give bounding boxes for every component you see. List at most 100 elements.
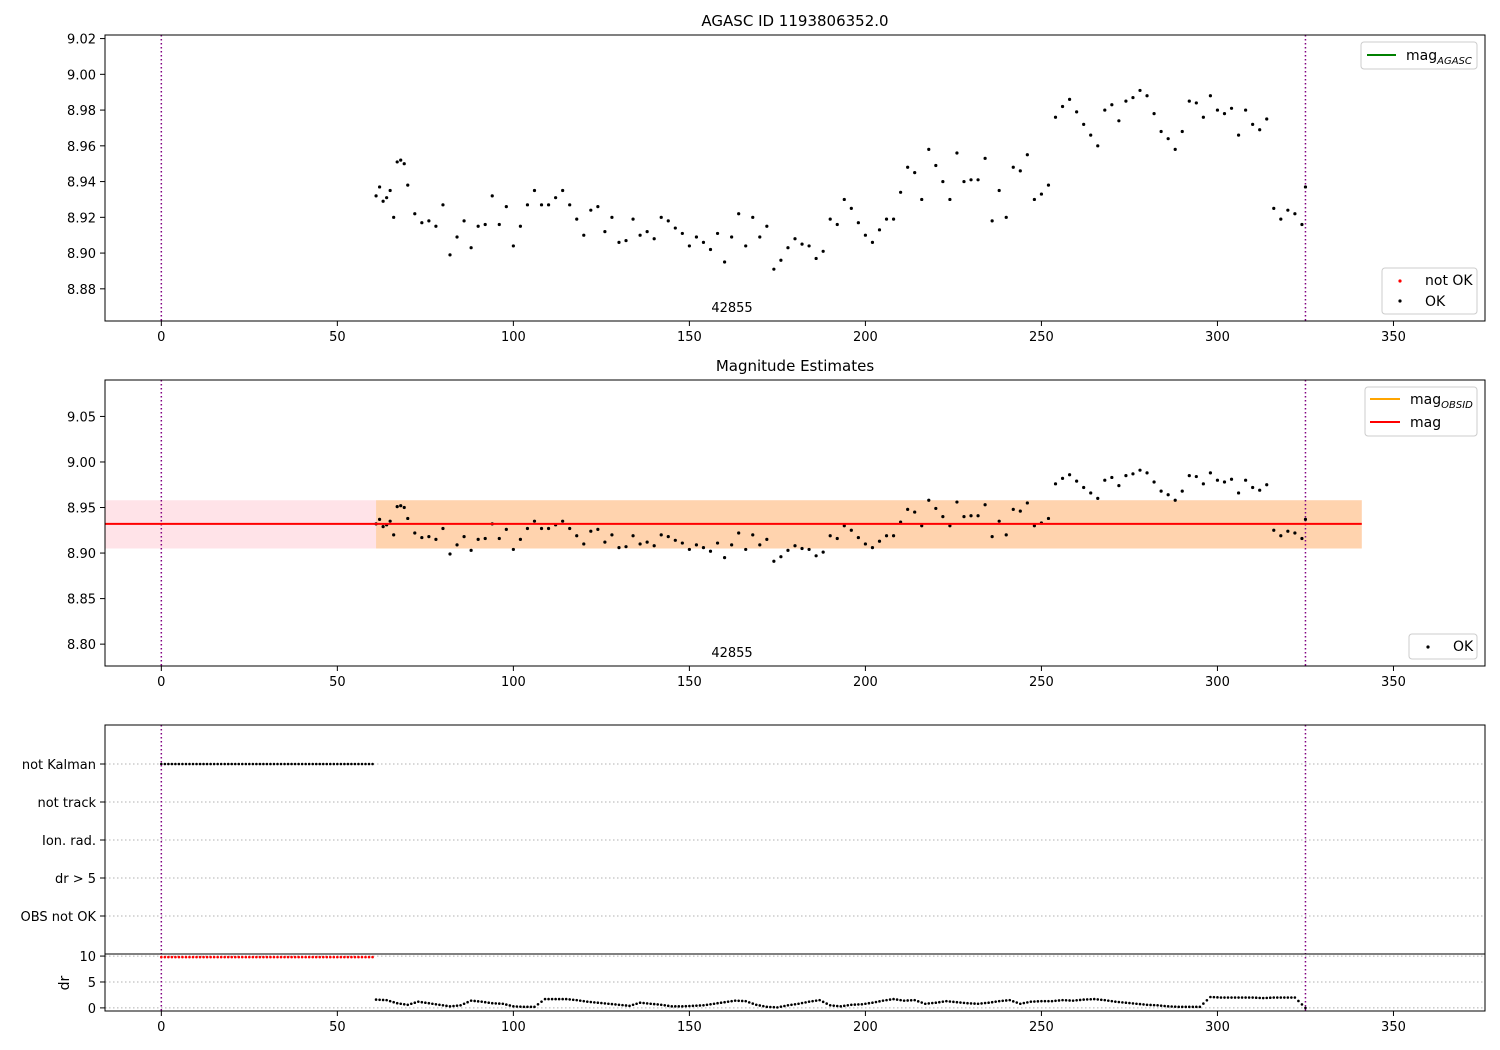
panel2-ok-point bbox=[1159, 489, 1163, 493]
panel1-ok-point bbox=[962, 179, 966, 184]
panel2-ok-point bbox=[1124, 474, 1128, 478]
panel2-ok-point bbox=[1075, 479, 1079, 483]
dr-point bbox=[1131, 1002, 1135, 1005]
panel3-xtick-label: 200 bbox=[853, 1020, 878, 1035]
dr-point bbox=[779, 1005, 783, 1008]
panel1-ok-point bbox=[891, 217, 896, 221]
legend-mag-obsid-label: magOBSID bbox=[1410, 392, 1473, 411]
dr-point bbox=[1170, 1005, 1173, 1008]
dr-point bbox=[695, 1004, 698, 1007]
dr-point bbox=[441, 1004, 445, 1007]
flag-point bbox=[163, 762, 167, 766]
dr-point bbox=[1300, 1003, 1304, 1006]
panel2-ok-point bbox=[1117, 484, 1121, 488]
panel1-ok-point bbox=[680, 231, 684, 236]
dr-point bbox=[842, 1004, 846, 1008]
panel1-ok-point bbox=[1075, 110, 1079, 114]
dr-point bbox=[1268, 996, 1272, 999]
panel1-ok-point bbox=[1194, 101, 1198, 105]
panel2-ok-point bbox=[1194, 474, 1198, 479]
panel1-ok-point bbox=[737, 212, 741, 216]
panel2-ok-point bbox=[884, 534, 889, 538]
dr-point bbox=[1230, 996, 1233, 999]
panel2-xtick-label: 350 bbox=[1381, 675, 1406, 690]
flag-point bbox=[357, 762, 360, 766]
panel1-xtick-label: 0 bbox=[157, 330, 165, 345]
panel2-ok-point bbox=[1131, 472, 1135, 476]
panel2-ok-point bbox=[448, 552, 452, 556]
flag-point bbox=[290, 762, 293, 766]
panel1-ok-point bbox=[420, 221, 424, 225]
panel2-ok-point bbox=[497, 536, 501, 541]
dr-point bbox=[666, 1004, 670, 1008]
dr-point bbox=[1117, 1000, 1121, 1004]
panel1-ok-point bbox=[575, 217, 579, 221]
panel2-ok-point bbox=[666, 535, 670, 539]
dr-point bbox=[1279, 996, 1283, 999]
dr-point bbox=[533, 1005, 536, 1009]
panel2-ok-point bbox=[1293, 531, 1297, 535]
dr-high-point bbox=[262, 955, 265, 959]
panel1-ok-point bbox=[1201, 115, 1205, 119]
panel2-ok-point bbox=[1004, 533, 1008, 537]
dr-point bbox=[857, 1003, 860, 1006]
panel2-ok-point bbox=[1145, 471, 1149, 475]
dr-point bbox=[1064, 998, 1068, 1002]
panel1-ok-point bbox=[1117, 119, 1121, 123]
dr-high-point bbox=[314, 955, 318, 959]
panel2-ok-point bbox=[441, 526, 445, 531]
panel1-ok-point bbox=[687, 244, 691, 248]
dr-point bbox=[638, 1001, 642, 1005]
dr-high-point bbox=[202, 955, 205, 959]
panel1-ok-point bbox=[381, 199, 385, 203]
panel2-ok-point bbox=[863, 542, 868, 546]
panel1-ok-point bbox=[518, 224, 523, 228]
panel2-ok-point bbox=[413, 531, 417, 535]
panel1-ok-point bbox=[786, 246, 790, 250]
dr-point bbox=[374, 998, 378, 1001]
flag-point bbox=[226, 762, 230, 766]
dr-point bbox=[582, 999, 586, 1003]
panel1-ok-point bbox=[652, 237, 656, 241]
panel1-ok-point bbox=[1131, 95, 1135, 100]
panel2-ok-point bbox=[849, 528, 853, 532]
dr-point bbox=[427, 1001, 431, 1005]
dr-point bbox=[1047, 999, 1050, 1003]
dr-point bbox=[483, 1000, 487, 1004]
dr-point bbox=[952, 1000, 955, 1004]
dr-high-point bbox=[325, 955, 329, 959]
panel2-ok-point bbox=[455, 543, 459, 547]
dr-point bbox=[593, 1001, 596, 1004]
flag-point bbox=[311, 762, 315, 766]
dr-point bbox=[899, 998, 902, 1002]
panel2-ytick-label: 9.05 bbox=[67, 410, 96, 425]
panel2-ok-point bbox=[1208, 471, 1213, 475]
panel2-ok-point bbox=[877, 539, 882, 543]
dr-point bbox=[1254, 996, 1258, 999]
dr-point bbox=[1212, 995, 1216, 999]
dr-point bbox=[864, 1002, 867, 1006]
dr-point bbox=[455, 1004, 459, 1007]
dr-point bbox=[941, 1000, 945, 1003]
dr-point bbox=[1261, 996, 1265, 1000]
panel2-ok-point bbox=[575, 534, 579, 538]
dr-point bbox=[987, 1001, 990, 1005]
dr-point bbox=[434, 1002, 438, 1006]
panel2-ok-point bbox=[539, 526, 544, 531]
flag-point bbox=[265, 762, 269, 766]
panel2-ok-point bbox=[1053, 482, 1058, 486]
panel1-xtick-label: 200 bbox=[853, 330, 878, 345]
panel2-ok-point bbox=[568, 526, 572, 531]
panel1-ok-point bbox=[1229, 106, 1234, 110]
flag-point bbox=[360, 762, 364, 766]
dr-high-point bbox=[339, 955, 343, 959]
dr-point bbox=[649, 1002, 652, 1006]
flag-point bbox=[160, 762, 163, 766]
flag-point bbox=[177, 762, 181, 766]
dr-point bbox=[1180, 1005, 1184, 1009]
panel2-ok-point bbox=[814, 554, 818, 558]
dr-point bbox=[381, 998, 385, 1002]
dr-high-point bbox=[223, 955, 226, 959]
dr-point bbox=[874, 1000, 878, 1004]
dr-point bbox=[1050, 999, 1054, 1003]
